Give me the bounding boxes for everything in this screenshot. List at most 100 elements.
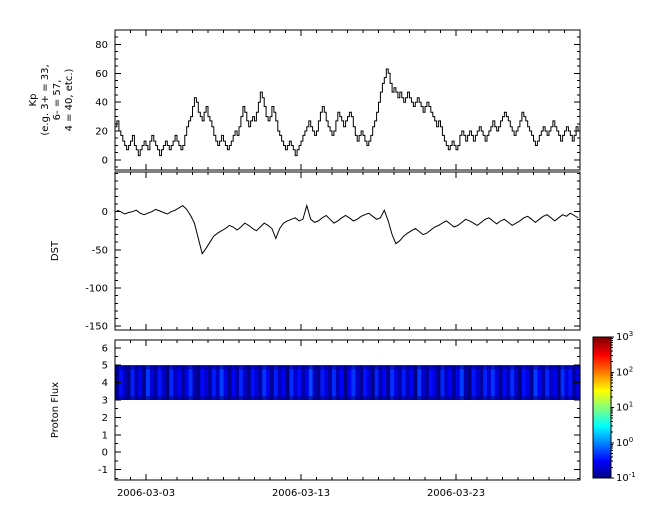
- flux-stripe: [184, 365, 190, 400]
- colorbar-gradient-step: [593, 423, 611, 426]
- flux-stripe: [560, 365, 566, 400]
- flux-stripe: [518, 365, 523, 400]
- colorbar-gradient-step: [593, 363, 611, 366]
- flux-stripe: [246, 365, 252, 400]
- flux-stripe: [483, 365, 488, 400]
- kp-y-tick-label: 60: [95, 69, 108, 80]
- flux-stripe: [564, 365, 569, 400]
- y-axis-label-dst: DST: [50, 240, 61, 261]
- colorbar-gradient-step: [593, 433, 611, 437]
- colorbar-gradient-step: [593, 361, 611, 364]
- flux-stripe: [204, 365, 209, 400]
- colorbar-gradient-step: [593, 442, 611, 446]
- colorbar-gradient-step: [593, 342, 611, 345]
- flux-stripe: [347, 365, 352, 400]
- colorbar-gradient-step: [593, 453, 611, 456]
- flux-stripe: [432, 365, 438, 400]
- colorbar-gradient-step: [593, 425, 611, 428]
- flux-stripe: [459, 365, 465, 400]
- flux-stripe: [227, 365, 232, 400]
- colorbar-gradient-step: [593, 449, 611, 453]
- proton-flux-y-tick-label: 5: [102, 361, 108, 372]
- flux-stripe: [405, 365, 411, 400]
- colorbar-gradient-step: [593, 409, 611, 412]
- dst-panel: 0 -50 -100 -150 DST: [50, 171, 581, 333]
- colorbar-gradient-step: [593, 439, 611, 442]
- flux-stripe: [556, 365, 562, 400]
- x-tick-label: 2006-03-03: [117, 488, 175, 499]
- flux-stripe: [444, 365, 449, 400]
- colorbar-gradient-step: [593, 347, 611, 350]
- flux-stripe: [425, 365, 430, 400]
- colorbar-gradient-step: [593, 403, 611, 407]
- x-axis-labels: 2006-03-03 2006-03-13 2006-03-23: [117, 488, 485, 499]
- colorbar-gradient-step: [593, 472, 611, 475]
- flux-stripe: [525, 365, 531, 400]
- colorbar-gradient-step: [593, 365, 611, 368]
- flux-stripe: [498, 365, 504, 400]
- flux-stripe: [254, 365, 259, 400]
- flux-stripe: [568, 365, 573, 400]
- colorbar-gradient-step: [593, 469, 611, 472]
- flux-stripe: [428, 365, 434, 400]
- flux-stripe: [413, 365, 418, 400]
- flux-stripe: [355, 365, 360, 400]
- flux-stripe: [494, 365, 500, 400]
- flux-stripe: [335, 365, 341, 400]
- kp-y-tick-label: 20: [95, 127, 108, 138]
- proton-flux-y-tick-label: 1: [102, 430, 108, 441]
- flux-stripe: [208, 365, 213, 400]
- proton-flux-y-tick-label: 0: [102, 448, 108, 459]
- colorbar-gradient-step: [593, 381, 611, 384]
- colorbar-gradient-step: [593, 349, 611, 352]
- kp-y-tick-label: 80: [95, 40, 108, 51]
- flux-stripe: [506, 365, 511, 400]
- flux-stripe: [281, 365, 287, 400]
- colorbar-gradient-step: [593, 382, 611, 386]
- colorbar-gradient-step: [593, 463, 611, 467]
- colorbar-gradient-step: [593, 430, 611, 433]
- colorbar-gradient-step: [593, 375, 611, 379]
- proton-flux-y-tick-label: 6: [102, 343, 108, 354]
- colorbar-gradient-step: [593, 354, 611, 357]
- colorbar-gradient-step: [593, 374, 611, 377]
- colorbar-gradient-step: [593, 345, 611, 349]
- flux-stripe: [239, 365, 244, 400]
- flux-stripe: [122, 365, 128, 400]
- flux-stripe: [188, 365, 194, 400]
- y-axis-label-proton-flux: Proton Flux: [50, 382, 61, 438]
- flux-stripe: [297, 365, 302, 400]
- colorbar-gradient-step: [593, 462, 611, 465]
- flux-stripe: [440, 365, 445, 400]
- flux-stripe: [149, 365, 155, 400]
- flux-stripe: [153, 365, 159, 400]
- y-axis-label-kp: Kp(e.g. 3+ = 33,6- = 57,4 = 40, etc.): [28, 64, 75, 135]
- flux-stripe: [394, 365, 399, 400]
- colorbar-gradient-step: [593, 396, 611, 400]
- colorbar-gradient-step: [593, 419, 611, 423]
- flux-stripe: [142, 365, 147, 400]
- proton-flux-heatmap: [115, 365, 581, 400]
- flux-stripe: [192, 365, 197, 400]
- colorbar-gradient-step: [593, 467, 611, 470]
- flux-stripe: [397, 365, 403, 400]
- flux-stripe: [157, 365, 163, 400]
- colorbar-gradient-step: [593, 451, 611, 454]
- colorbar-gradient-step: [593, 389, 611, 393]
- flux-stripe: [378, 365, 383, 400]
- kp-y-tick-label: 0: [102, 155, 108, 166]
- flux-stripe: [533, 365, 538, 400]
- flux-stripe: [541, 365, 546, 400]
- colorbar-gradient-step: [593, 379, 611, 382]
- colorbar-gradient-step: [593, 435, 611, 438]
- colorbar-gradient-step: [593, 351, 611, 354]
- dst-y-tick-label: -50: [92, 245, 108, 256]
- flux-stripe: [487, 365, 492, 400]
- flux-stripe: [285, 365, 290, 400]
- flux-stripe: [258, 365, 263, 400]
- flux-stripe: [301, 365, 306, 400]
- flux-stripe: [266, 365, 271, 400]
- dst-frame: [114, 171, 581, 331]
- colorbar-gradient-step: [593, 340, 611, 343]
- flux-stripe: [545, 365, 550, 400]
